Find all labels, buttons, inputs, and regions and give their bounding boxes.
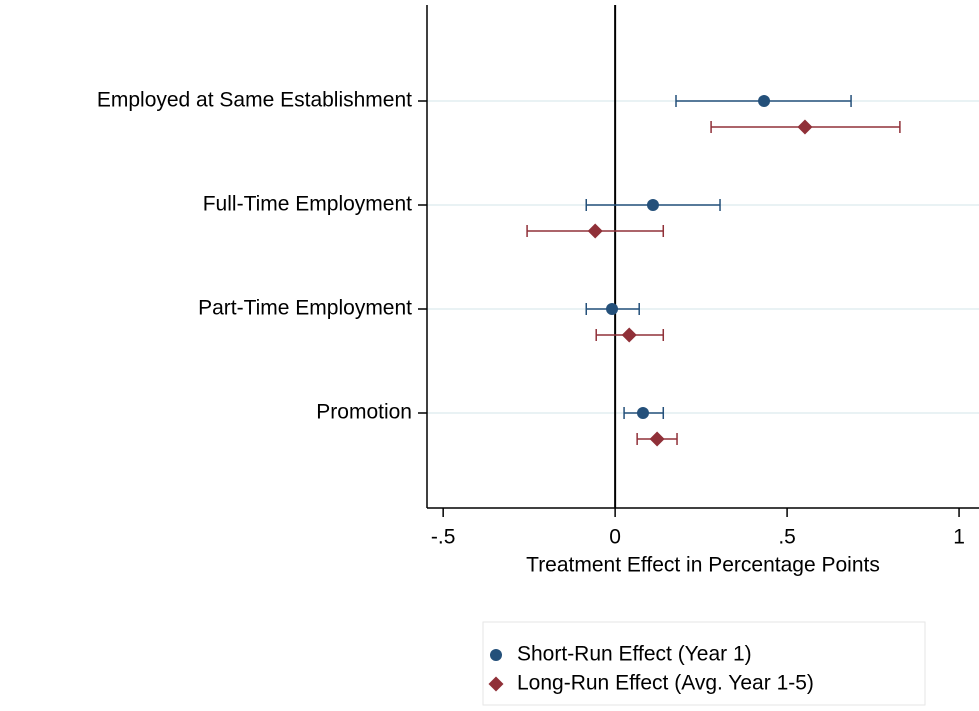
- legend-label: Long-Run Effect (Avg. Year 1-5): [517, 672, 814, 695]
- y-tick-label: Promotion: [316, 401, 412, 424]
- point-marker: [646, 199, 659, 211]
- point-marker: [606, 303, 619, 315]
- x-tick-label: .5: [778, 526, 796, 549]
- point-marker: [490, 649, 502, 661]
- point-marker: [488, 676, 504, 692]
- x-axis-title: Treatment Effect in Percentage Points: [526, 554, 880, 577]
- x-tick-label: 0: [609, 526, 621, 549]
- point-marker: [758, 95, 771, 107]
- y-tick-label: Part-Time Employment: [198, 297, 412, 320]
- point-marker: [587, 223, 603, 239]
- point-marker: [649, 431, 665, 447]
- x-tick-label: 1: [953, 526, 965, 549]
- y-tick-label: Full-Time Employment: [203, 193, 412, 216]
- point-marker: [621, 327, 637, 343]
- y-tick-label: Employed at Same Establishment: [97, 89, 412, 112]
- point-marker: [636, 407, 649, 419]
- legend-label: Short-Run Effect (Year 1): [517, 643, 752, 666]
- legend-box: [482, 621, 926, 706]
- point-marker: [797, 119, 813, 135]
- x-tick-label: -.5: [431, 526, 456, 549]
